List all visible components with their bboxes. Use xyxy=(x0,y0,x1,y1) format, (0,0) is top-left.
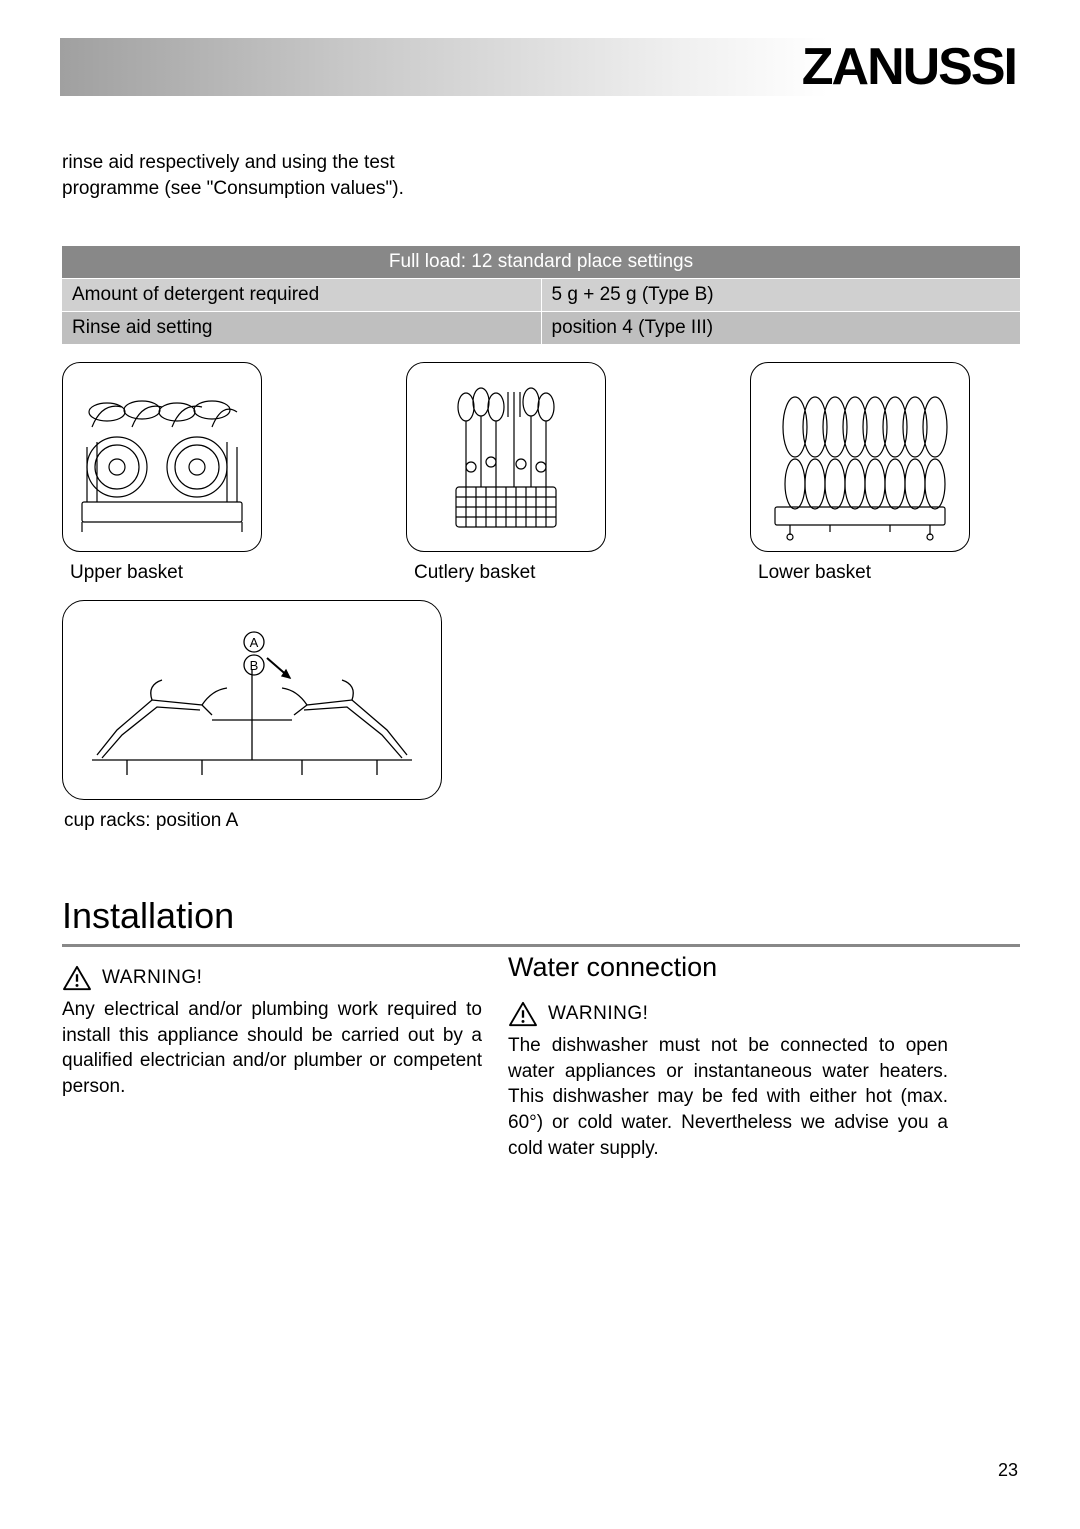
diagram-caption: Cutlery basket xyxy=(406,562,676,584)
warning-text: The dishwasher must not be connected to … xyxy=(508,1033,948,1161)
water-column: Water connection WARNING! The dishwasher… xyxy=(508,952,948,1161)
settings-table: Full load: 12 standard place settings Am… xyxy=(62,245,1020,344)
page-number: 23 xyxy=(998,1460,1018,1481)
table-cell-value: 5 g + 25 g (Type B) xyxy=(542,279,1021,311)
warning-icon xyxy=(508,1001,538,1027)
brand-logo: ZANUSSI xyxy=(802,37,1016,97)
water-title: Water connection xyxy=(508,952,948,983)
upper-basket-block: Upper basket xyxy=(62,362,332,584)
table-cell-label: Rinse aid setting xyxy=(62,312,542,344)
installation-title: Installation xyxy=(62,895,234,937)
table-row: Rinse aid setting position 4 (Type III) xyxy=(62,311,1020,344)
table-cell-label: Amount of detergent required xyxy=(62,279,542,311)
diagram-caption: Upper basket xyxy=(62,562,332,584)
cutlery-basket-block: Cutlery basket xyxy=(406,362,676,584)
diagrams-row: Upper basket xyxy=(62,362,1020,584)
table-row: Amount of detergent required 5 g + 25 g … xyxy=(62,278,1020,311)
label-a: A xyxy=(250,635,259,650)
warning-line: WARNING! xyxy=(508,1001,948,1027)
header-bar: ZANUSSI xyxy=(60,38,1020,96)
intro-text: rinse aid respectively and using the tes… xyxy=(62,150,492,201)
table-header: Full load: 12 standard place settings xyxy=(62,246,1020,278)
cutlery-basket-diagram xyxy=(406,362,606,552)
section-underline xyxy=(62,944,1020,947)
table-cell-value: position 4 (Type III) xyxy=(542,312,1021,344)
warning-icon xyxy=(62,965,92,991)
diagram-caption: Lower basket xyxy=(750,562,1020,584)
cuprack-block: A B cup racks: position A xyxy=(62,600,442,832)
label-b: B xyxy=(250,658,259,673)
diagram-caption: cup racks: position A xyxy=(62,810,442,832)
installation-column: WARNING! Any electrical and/or plumbing … xyxy=(62,965,482,1100)
lower-basket-block: Lower basket xyxy=(750,362,1020,584)
warning-text: Any electrical and/or plumbing work requ… xyxy=(62,997,482,1100)
cuprack-diagram: A B xyxy=(62,600,442,800)
warning-label: WARNING! xyxy=(548,1003,648,1025)
warning-label: WARNING! xyxy=(102,967,202,989)
upper-basket-diagram xyxy=(62,362,262,552)
lower-basket-diagram xyxy=(750,362,970,552)
warning-line: WARNING! xyxy=(62,965,482,991)
